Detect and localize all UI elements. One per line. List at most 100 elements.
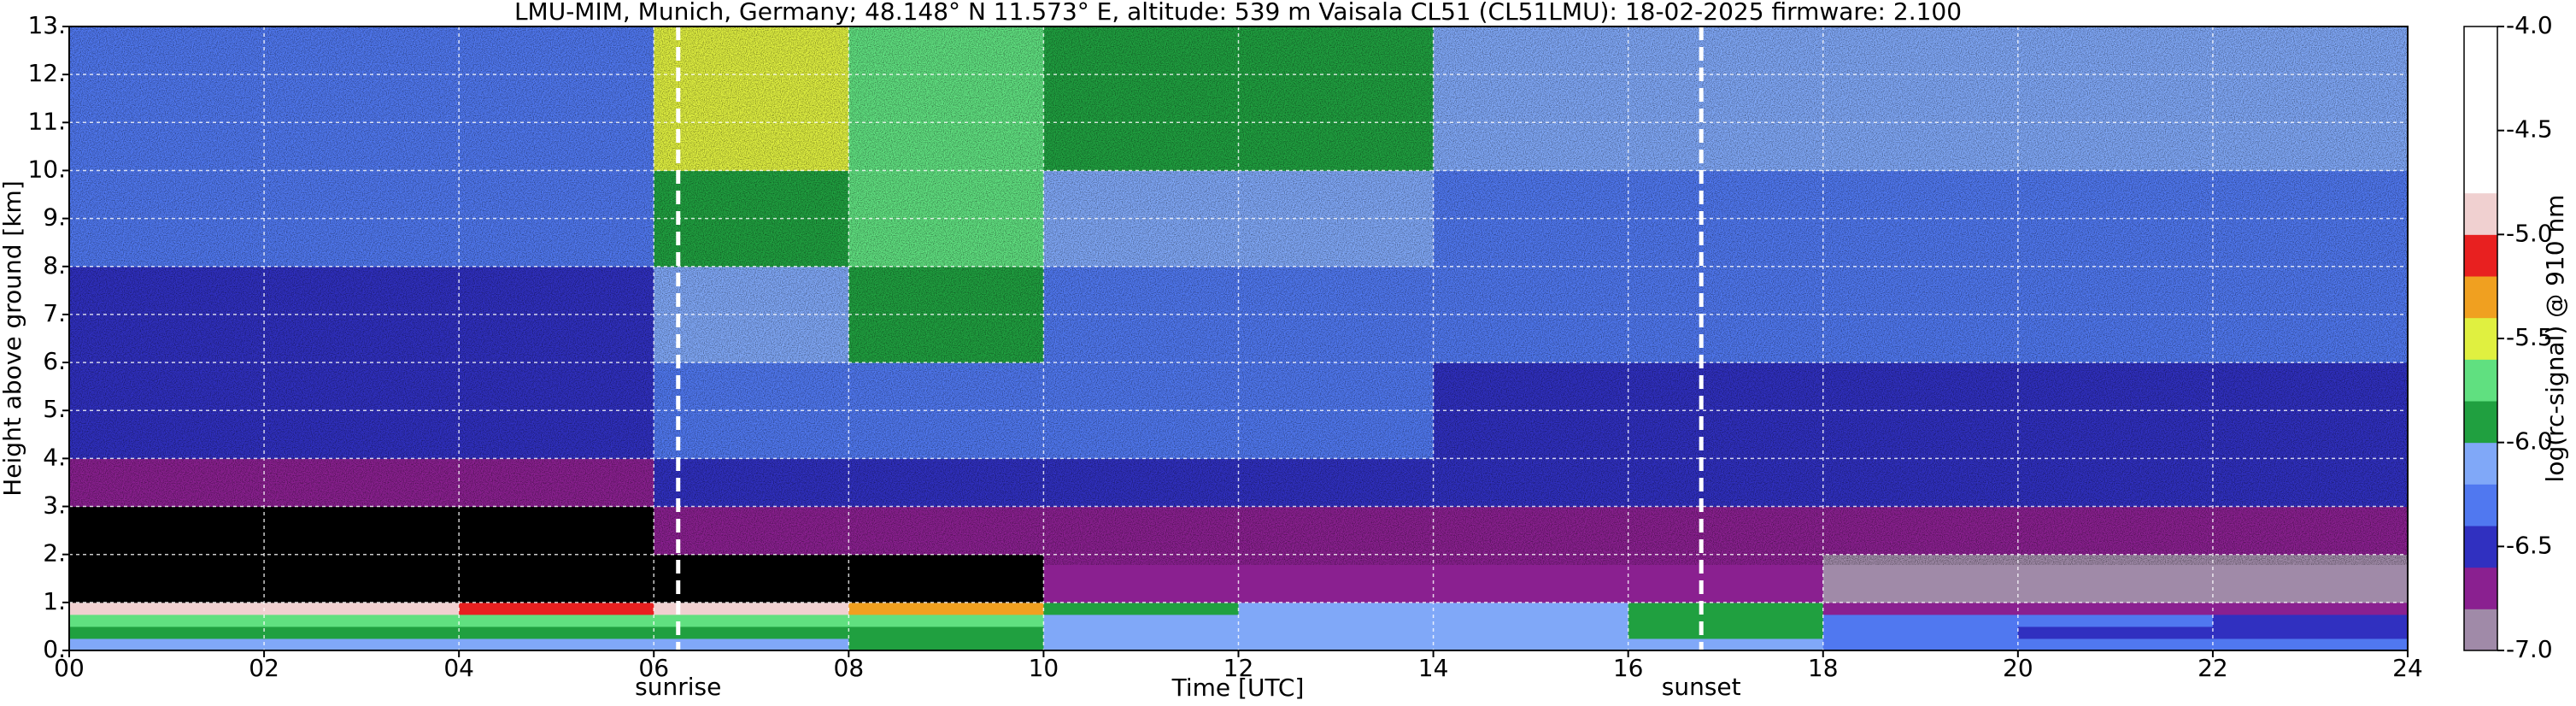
- x-tick-label: 18: [1808, 654, 1839, 682]
- colorbar-swatch: [2464, 401, 2497, 444]
- y-tick-label: 10.: [27, 155, 66, 183]
- colorbar-tick-label: -4.5: [2506, 115, 2553, 144]
- heatmap-cell: [1433, 614, 1629, 627]
- y-tick-label: 9.: [43, 203, 66, 232]
- x-tick-label: 00: [54, 654, 85, 682]
- plot-frame: [68, 26, 2409, 651]
- heatmap-cell: [2212, 602, 2408, 615]
- colorbar-swatch: [2464, 151, 2497, 194]
- heatmap-cell: [1043, 626, 1239, 639]
- colorbar-tick-label: -6.5: [2506, 531, 2553, 559]
- heatmap-cell: [2212, 638, 2408, 650]
- x-tick-label: 06: [638, 654, 669, 682]
- heatmap-cell: [848, 614, 1044, 627]
- heatmap-cell: [2017, 614, 2214, 627]
- heatmap-cell: [69, 626, 265, 639]
- colorbar-swatch: [2464, 609, 2497, 651]
- heatmap-cell: [1628, 638, 1824, 650]
- y-tick-label: 4.: [43, 443, 66, 471]
- x-tick-label: 16: [1613, 654, 1644, 682]
- heatmap-cell: [1238, 614, 1435, 627]
- y-tick-label: 5.: [43, 395, 66, 423]
- colorbar-swatch: [2464, 234, 2497, 277]
- y-tick-label: 13.: [27, 11, 66, 39]
- heatmap-cell: [1238, 602, 1435, 615]
- y-tick-label: 0.: [43, 635, 66, 663]
- heatmap-cell: [1433, 626, 1629, 639]
- heatmap-cell: [2017, 602, 2214, 615]
- colorbar-swatch: [2464, 26, 2497, 69]
- y-tick-label: 1.: [43, 587, 66, 615]
- y-tick-label: 8.: [43, 251, 66, 279]
- chart-title: LMU-MIM, Munich, Germany; 48.148° N 11.5…: [514, 0, 1962, 26]
- colorbar-label: log(rc-signal) @ 910 nm: [2541, 195, 2569, 483]
- x-axis-label: Time [UTC]: [1171, 674, 1305, 702]
- colorbar-swatch: [2464, 109, 2497, 152]
- y-tick-label: 2.: [43, 539, 66, 568]
- colorbar-tick-label: -5.0: [2506, 219, 2553, 247]
- colorbar-swatch: [2464, 567, 2497, 609]
- colorbar-swatch: [2464, 276, 2497, 319]
- heatmap-cell: [654, 614, 849, 627]
- y-axis-label: Height above ground [km]: [0, 180, 26, 497]
- heatmap-cell: [1043, 614, 1239, 627]
- heatmap-cell: [848, 638, 1044, 650]
- heatmap-cell: [2212, 626, 2408, 639]
- x-tick-label: 04: [443, 654, 474, 682]
- colorbar-swatch: [2464, 192, 2497, 235]
- colorbar-swatch: [2464, 484, 2497, 527]
- x-tick-label: 24: [2392, 654, 2423, 682]
- heatmap-cell: [654, 602, 849, 615]
- heatmap-cell: [654, 638, 849, 650]
- heatmap-cell: [264, 626, 460, 639]
- y-tick-label: 12.: [27, 59, 66, 87]
- heatmap-cell: [848, 602, 1044, 615]
- colorbar-tick-label: -5.5: [2506, 323, 2553, 351]
- heatmap-cell: [1433, 638, 1629, 650]
- x-tick-label: 20: [2003, 654, 2033, 682]
- heatmap-cell: [459, 602, 654, 615]
- annotation-label: sunset: [1662, 673, 1741, 701]
- heatmap-cell: [264, 602, 460, 615]
- heatmap-cell: [459, 638, 654, 650]
- colorbar-swatch: [2464, 317, 2497, 360]
- colorbar-swatch: [2464, 359, 2497, 402]
- heatmap-cell: [69, 638, 265, 650]
- heatmap-cell: [1822, 626, 2019, 639]
- x-tick-label: 08: [834, 654, 865, 682]
- x-tick-label: 10: [1029, 654, 1059, 682]
- heatmap-cell: [2017, 638, 2214, 650]
- colorbar-tick-label: -6.0: [2506, 427, 2553, 456]
- heatmap-cell: [1822, 602, 2019, 615]
- heatmap-cell: [69, 602, 265, 615]
- heatmap-cell: [1628, 626, 1824, 639]
- heatmap-cell: [264, 638, 460, 650]
- heatmap-cell: [1043, 602, 1239, 615]
- heatmap-cell: [1238, 638, 1435, 650]
- annotation-label: sunrise: [635, 673, 721, 701]
- x-tick-label: 02: [249, 654, 279, 682]
- heatmap-cell: [1433, 602, 1629, 615]
- colorbar-swatch: [2464, 526, 2497, 568]
- colorbar-tick-label: -4.0: [2506, 11, 2553, 39]
- heatmap-cell: [654, 626, 849, 639]
- heatmap-cell: [2212, 614, 2408, 627]
- y-tick-label: 7.: [43, 299, 66, 327]
- heatmap-cell: [1043, 638, 1239, 650]
- colorbar-swatch: [2464, 442, 2497, 485]
- y-tick-label: 11.: [27, 107, 66, 135]
- heatmap-cell: [459, 614, 654, 627]
- heatmap-cell: [1628, 614, 1824, 627]
- heatmap-cell: [1822, 614, 2019, 627]
- heatmap-cell: [1822, 638, 2019, 650]
- x-tick-label: 22: [2198, 654, 2228, 682]
- y-tick-label: 6.: [43, 347, 66, 375]
- colorbar-tick-label: -7.0: [2506, 635, 2553, 663]
- y-tick-label: 3.: [43, 491, 66, 520]
- x-tick-label: 14: [1418, 654, 1449, 682]
- heatmap-cell: [264, 614, 460, 627]
- heatmap-cell: [1628, 602, 1824, 615]
- heatmap-cell: [1238, 626, 1435, 639]
- heatmap-cell: [69, 614, 265, 627]
